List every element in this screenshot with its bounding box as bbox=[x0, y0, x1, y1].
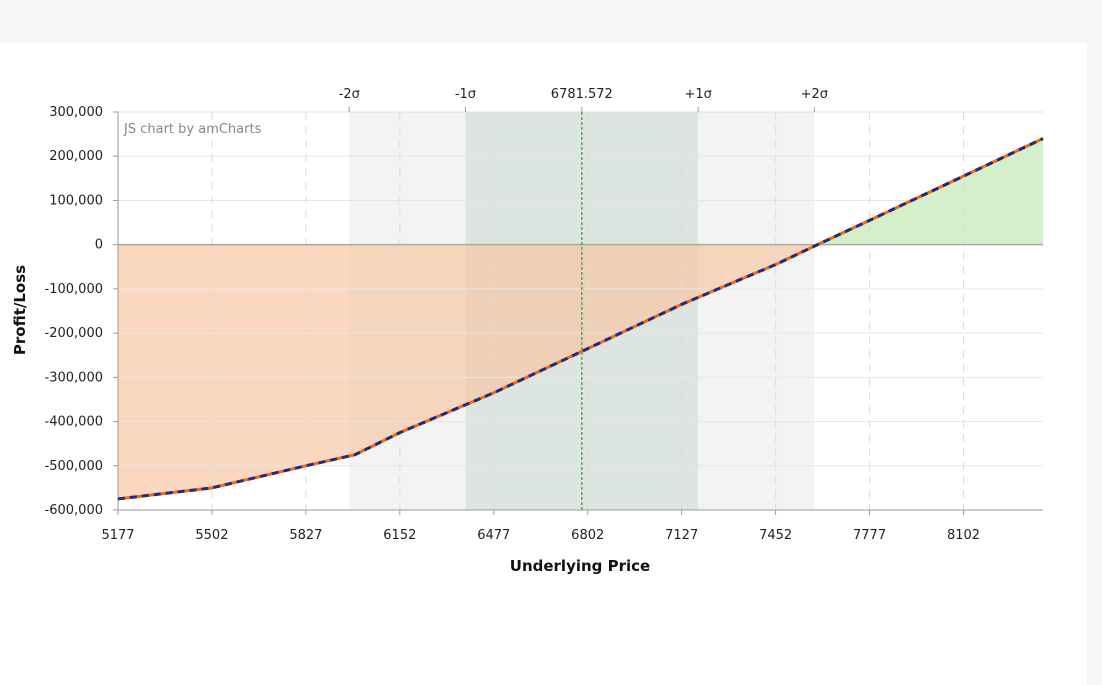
chart-panel: 300,000 200,000 100,000 0 -100,000 -200,000 -3… bbox=[0, 43, 1087, 685]
tick-labels: 300,000 200,000 100,000 0 -100,000 -200,000 -3… bbox=[45, 87, 981, 543]
x-tick-label: 5502 bbox=[195, 528, 228, 543]
top-marker-label: -2σ bbox=[339, 87, 360, 102]
x-tick-label: 6802 bbox=[571, 528, 604, 543]
x-tick-label: 5177 bbox=[101, 528, 134, 543]
y-axis-title: Profit/Loss bbox=[11, 265, 29, 355]
top-marker-label: +2σ bbox=[801, 87, 828, 102]
x-tick-label: 8102 bbox=[947, 528, 980, 543]
y-tick-label: -400,000 bbox=[45, 415, 103, 430]
x-tick-label: 5827 bbox=[289, 528, 322, 543]
pnl-fill-areas bbox=[118, 138, 1043, 499]
y-tick-label: 0 bbox=[95, 238, 103, 253]
x-tick-label: 6477 bbox=[477, 528, 510, 543]
pnl-chart: 300,000 200,000 100,000 0 -100,000 -200,000 -3… bbox=[11, 87, 1044, 575]
x-tick-label: 6152 bbox=[383, 528, 416, 543]
profit-area bbox=[817, 138, 1043, 245]
y-tick-label: 300,000 bbox=[49, 105, 103, 120]
x-tick-label: 7777 bbox=[853, 528, 886, 543]
pnl-line-dashed bbox=[117, 137, 1044, 501]
y-tick-label: -100,000 bbox=[45, 282, 103, 297]
y-tick-label: -600,000 bbox=[45, 503, 103, 518]
y-tick-label: 100,000 bbox=[49, 193, 103, 208]
pnl-series bbox=[117, 137, 1044, 501]
y-tick-label: -200,000 bbox=[45, 326, 103, 341]
x-axis-title: Underlying Price bbox=[510, 557, 650, 575]
y-tick-label: 200,000 bbox=[49, 149, 103, 164]
amcharts-credit[interactable]: JS chart by amCharts bbox=[123, 122, 262, 137]
top-marker-label: +1σ bbox=[684, 87, 711, 102]
x-tick-label: 7127 bbox=[665, 528, 698, 543]
top-marker-label: -1σ bbox=[455, 87, 476, 102]
y-tick-label: -500,000 bbox=[45, 459, 103, 474]
y-tick-label: -300,000 bbox=[45, 370, 103, 385]
axes bbox=[113, 107, 1043, 515]
top-marker-label: 6781.572 bbox=[551, 87, 613, 102]
loss-area bbox=[118, 244, 818, 499]
x-tick-label: 7452 bbox=[759, 528, 792, 543]
